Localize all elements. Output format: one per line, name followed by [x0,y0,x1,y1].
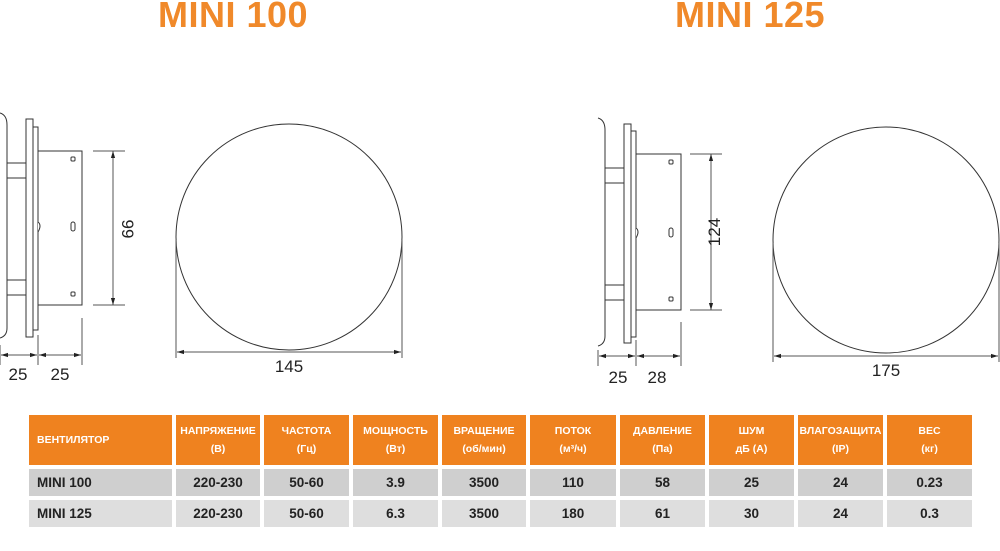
height-label-mini-125: 124 [705,218,724,246]
header-weight: ВЕС (кг) [887,415,972,465]
model-title-mini-125: MINI 125 [674,0,826,35]
depth-label-body-mini-125: 28 [648,368,667,387]
cell-airflow: 180 [530,500,616,527]
header-fan: ВЕНТИЛЯТОР [29,415,172,465]
cell-model: MINI 125 [29,500,172,527]
table-header-row: ВЕНТИЛЯТОР НАПРЯЖЕНИЕ (В) ЧАСТОТА (Гц) МОЩ… [29,415,972,465]
header-airflow: ПОТОК (м³/ч) [530,415,616,465]
cell-pressure: 61 [620,500,705,527]
height-label-mini-100: 99 [118,220,137,239]
cell-noise: 25 [709,469,794,496]
header-ip-rating: ВЛАГОЗАЩИТА (IP) [798,415,883,465]
cell-frequency: 50-60 [264,469,349,496]
cell-ip-rating: 24 [798,469,883,496]
header-pressure: ДАВЛЕНИЕ (Па) [620,415,705,465]
header-voltage: НАПРЯЖЕНИЕ (В) [176,415,260,465]
depth-label-front-mini-100: 25 [9,365,28,384]
cell-ip-rating: 24 [798,500,883,527]
cell-power: 3.9 [353,469,438,496]
model-title-mini-100: MINI 100 [157,0,309,35]
depth-label-front-mini-125: 25 [609,368,628,387]
header-rotation: ВРАЩЕНИЕ (об/мин) [442,415,526,465]
cell-weight: 0.23 [887,469,972,496]
cell-pressure: 58 [620,469,705,496]
header-noise: ШУМ дБ (А) [709,415,794,465]
specs-table: ВЕНТИЛЯТОР НАПРЯЖЕНИЕ (В) ЧАСТОТА (Гц) МОЩ… [25,411,976,531]
side-view-mini-100 [0,112,83,339]
header-frequency: ЧАСТОТА (Гц) [264,415,349,465]
table-row: MINI 100 220-230 50-60 3.9 3500 110 58 2… [29,469,972,496]
diameter-label-mini-125: 175 [872,361,900,380]
technical-drawings: 99 25 25 145 124 25 28 175 [0,112,1000,387]
cell-airflow: 110 [530,469,616,496]
cell-frequency: 50-60 [264,500,349,527]
front-view-mini-125 [772,126,1000,354]
cell-voltage: 220-230 [176,500,260,527]
side-view-mini-125 [597,117,682,347]
front-view-mini-100 [175,123,403,351]
cell-noise: 30 [709,500,794,527]
cell-rotation: 3500 [442,500,526,527]
cell-voltage: 220-230 [176,469,260,496]
header-power: МОЩНОСТЬ (Вт) [353,415,438,465]
cell-rotation: 3500 [442,469,526,496]
height-dimension-mini-100 [0,150,125,365]
table-row: MINI 125 220-230 50-60 6.3 3500 180 61 3… [29,500,972,527]
cell-model: MINI 100 [29,469,172,496]
diameter-label-mini-100: 145 [275,357,303,376]
depth-label-body-mini-100: 25 [51,365,70,384]
cell-weight: 0.3 [887,500,972,527]
cell-power: 6.3 [353,500,438,527]
